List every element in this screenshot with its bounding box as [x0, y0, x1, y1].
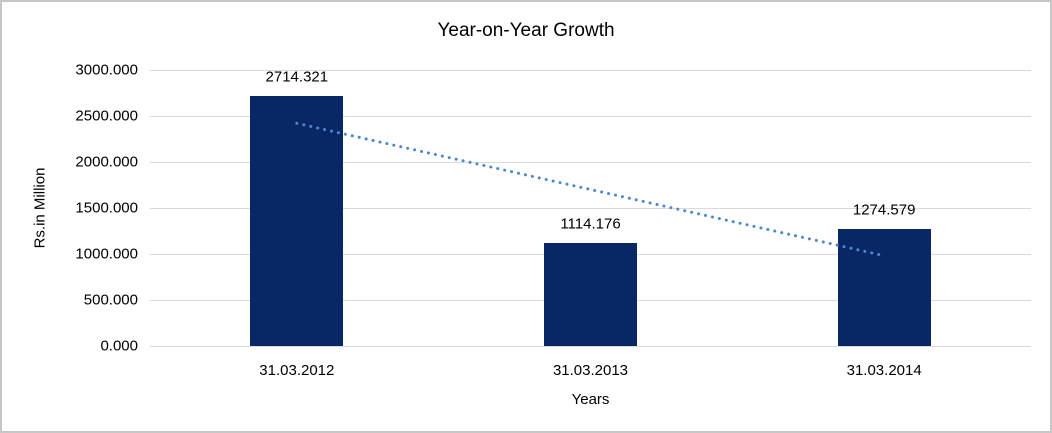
gridline: [150, 116, 1031, 117]
y-tick-label: 0.000: [100, 337, 138, 355]
y-tick-label: 2500.000: [75, 107, 138, 125]
chart-title: Year-on-Year Growth: [437, 20, 615, 41]
y-tick-label: 500.000: [83, 291, 138, 309]
y-tick-label: 3000.000: [75, 61, 138, 79]
bar-data-label: 1114.176: [560, 215, 621, 233]
bar-data-label: 1274.579: [852, 201, 916, 219]
x-axis-title: Years: [571, 391, 610, 408]
bar: [544, 243, 637, 346]
x-tick-label: 31.03.2012: [259, 362, 335, 379]
x-tick-label: 31.03.2014: [846, 362, 922, 379]
trendline: [295, 121, 886, 258]
gridline: [150, 70, 1031, 71]
x-tick-label: 31.03.2013: [552, 362, 629, 379]
bar: [250, 96, 344, 346]
y-tick-label: 1000.000: [75, 245, 138, 263]
y-tick-label: 1500.000: [75, 199, 138, 217]
y-tick-label: 2000.000: [75, 153, 138, 171]
bar: [837, 228, 931, 346]
bar-data-label: 2714.321: [265, 68, 329, 86]
gridline: [150, 346, 1031, 347]
